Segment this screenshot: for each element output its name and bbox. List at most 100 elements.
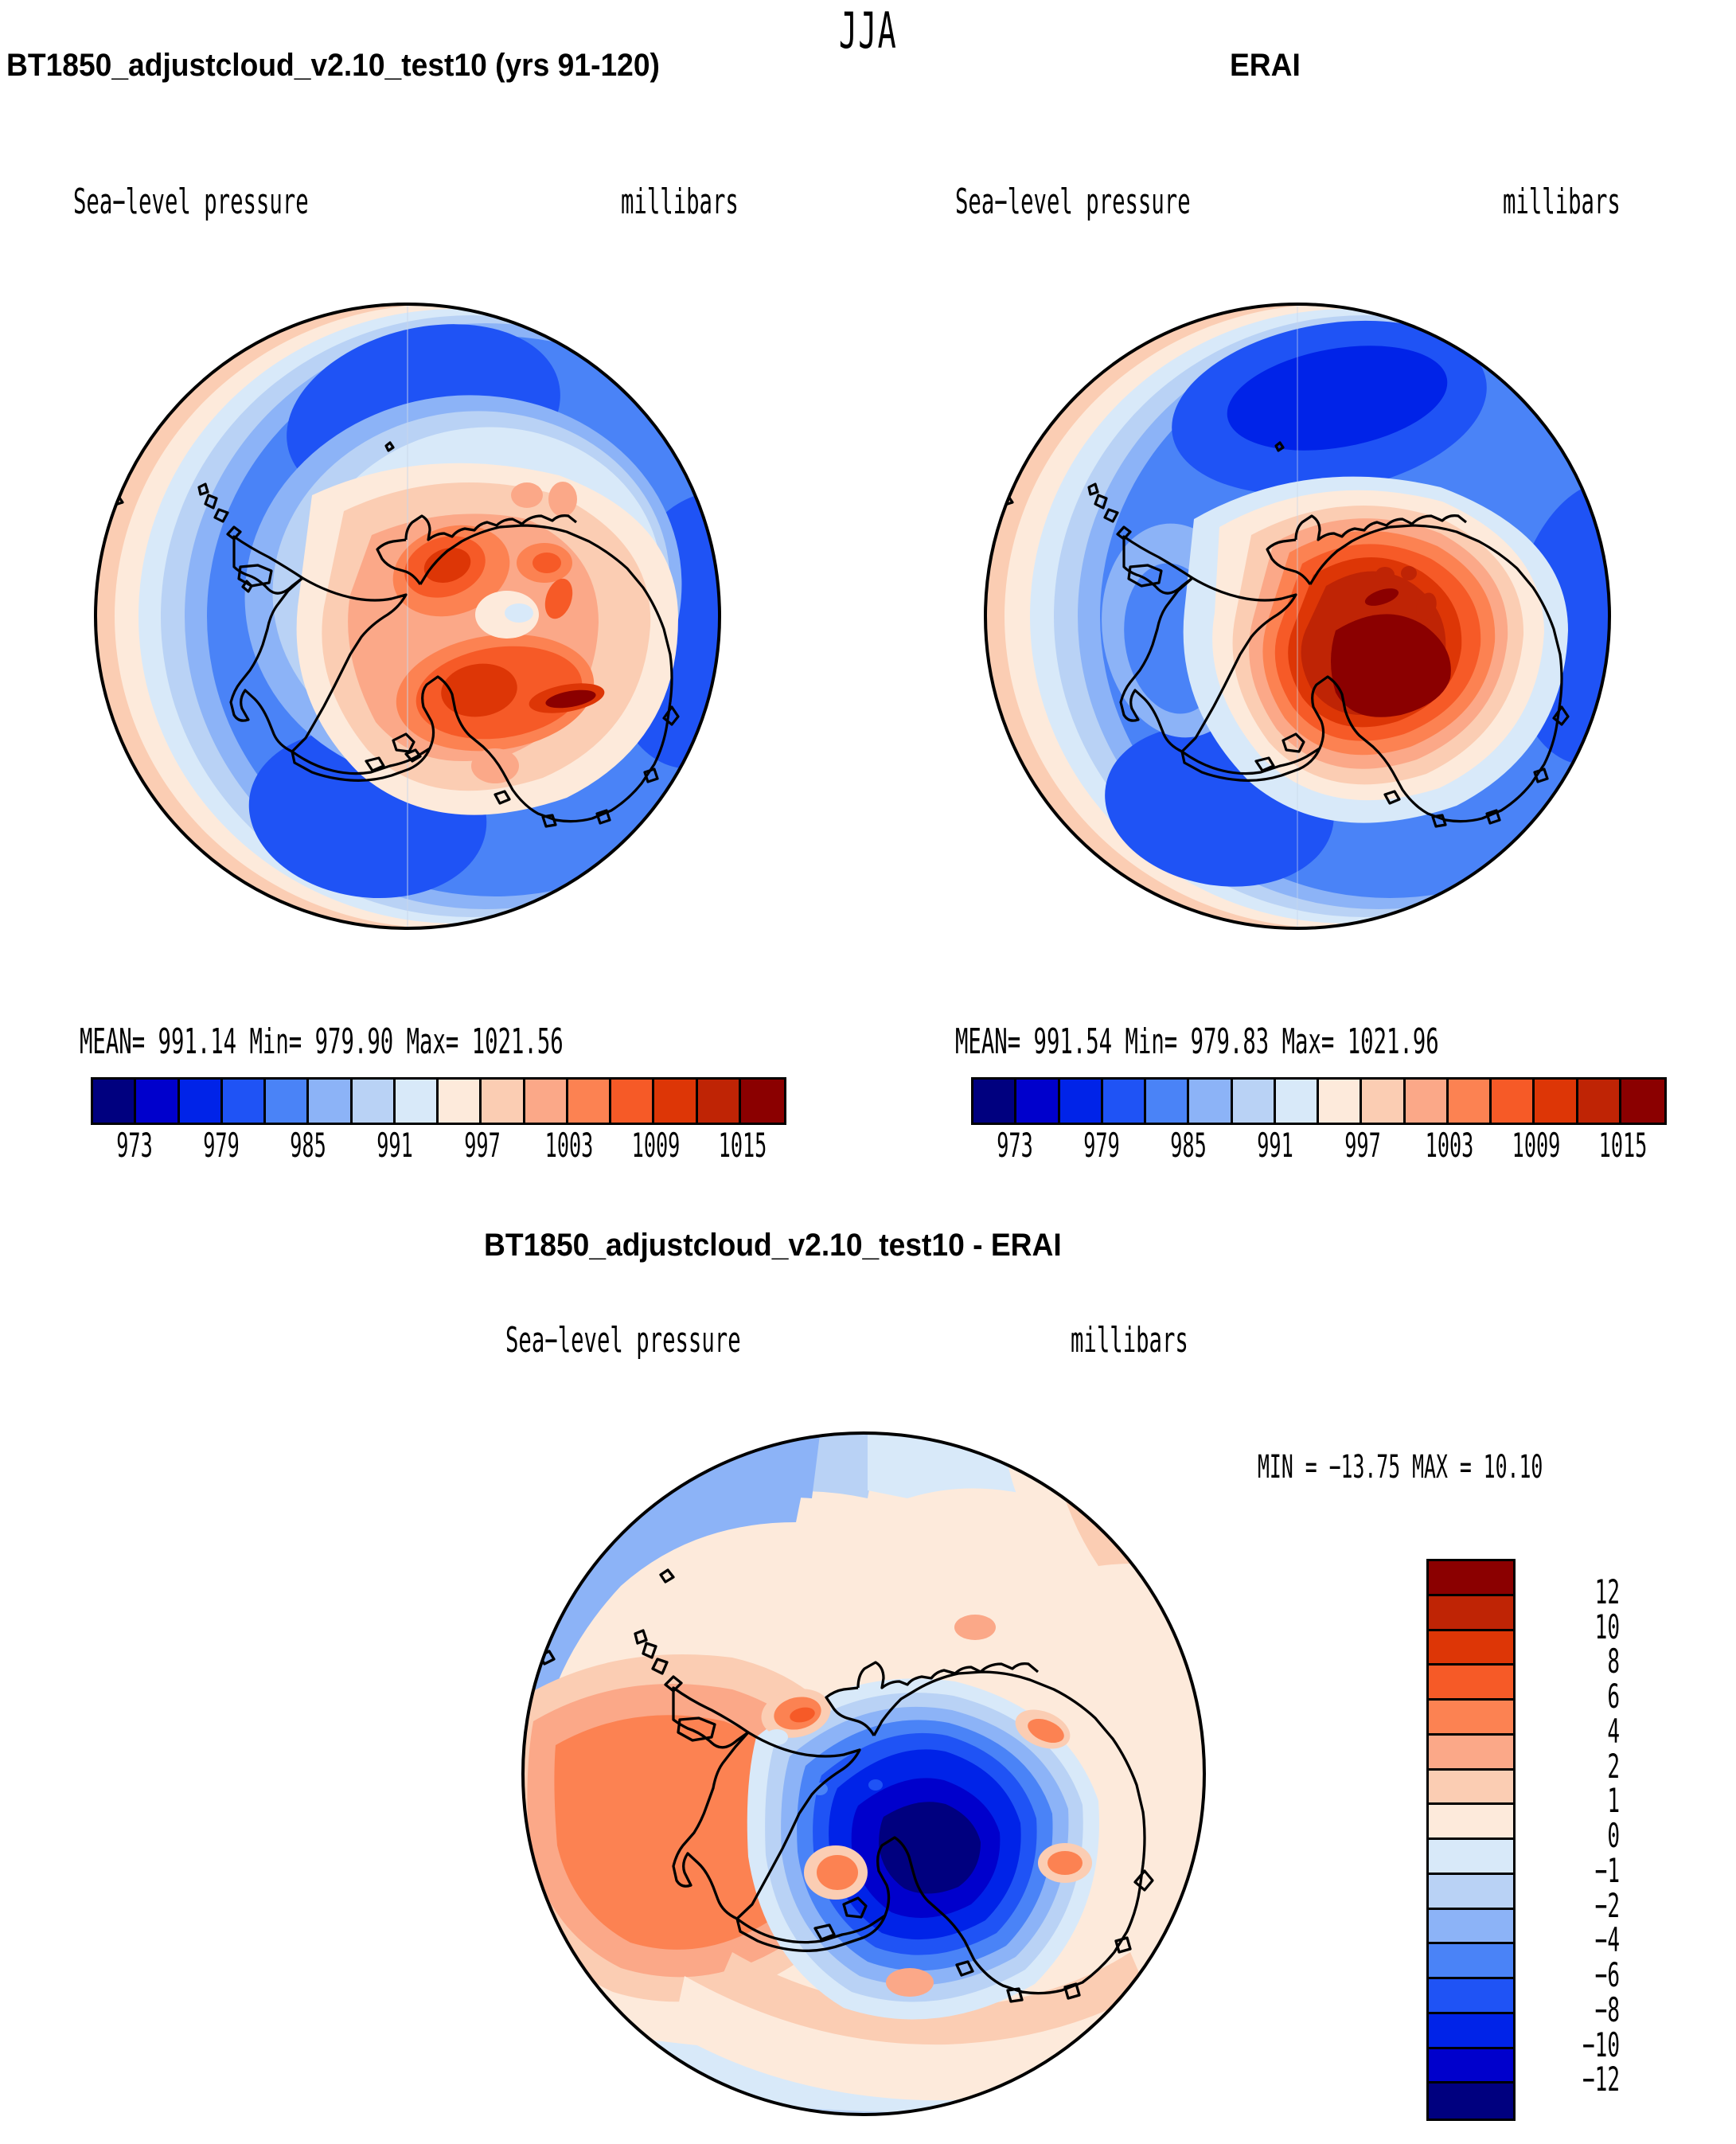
colorbar-tick-label: −8	[1594, 1990, 1620, 2029]
colorbar-cell	[568, 1080, 611, 1123]
colorbar-tick-label: −4	[1594, 1920, 1620, 1960]
colorbar-cell	[1232, 1080, 1276, 1123]
colorbar-tick-label: 0	[1607, 1816, 1620, 1855]
colorbar-cell	[740, 1080, 784, 1123]
colorbar-tick-label: 8	[1607, 1642, 1620, 1681]
obs-stats: MEAN= 991.54 Min= 979.83 Max= 1021.96	[955, 1021, 1439, 1062]
colorbar-cell	[697, 1080, 741, 1123]
colorbar-cell	[482, 1080, 525, 1123]
colorbar-tick-label: −12	[1582, 2060, 1620, 2099]
colorbar-cell	[1429, 1770, 1513, 1806]
colorbar-tick-label: 997	[463, 1126, 501, 1165]
colorbar-tick-label: −1	[1594, 1850, 1620, 1890]
colorbar-cell	[525, 1080, 568, 1123]
colorbar-cell	[1429, 1666, 1513, 1701]
colorbar-tick-label: 997	[1344, 1126, 1381, 1165]
colorbar-cell	[1405, 1080, 1449, 1123]
colorbar-cell	[439, 1080, 482, 1123]
colorbar-tick-label: 979	[1083, 1126, 1120, 1165]
colorbar-cell	[1429, 1735, 1513, 1771]
colorbar-cell	[1429, 1701, 1513, 1736]
colorbar-cell	[1535, 1080, 1578, 1123]
diff-minmax: MIN = −13.75 MAX = 10.10	[1258, 1449, 1543, 1486]
colorbar-tick-label: 973	[996, 1126, 1033, 1165]
colorbar-tick-label: 4	[1607, 1711, 1620, 1751]
colorbar-cell	[1146, 1080, 1190, 1123]
colorbar-cell	[1429, 2013, 1513, 2049]
diff-polar-map	[521, 1431, 1206, 2116]
diff-panel-title: BT1850_adjustcloud_v2.10_test10 - ERAI	[484, 1228, 1062, 1263]
colorbar-tick-label: 1	[1607, 1781, 1620, 1821]
colorbar-cell	[1429, 1840, 1513, 1875]
colorbar-tick-label: 985	[1170, 1126, 1207, 1165]
colorbar-cell	[1429, 1805, 1513, 1840]
colorbar-cell	[309, 1080, 353, 1123]
obs-panel-title: ERAI	[1230, 48, 1301, 83]
colorbar-tick-label: 1003	[1425, 1126, 1474, 1165]
colorbar-cell	[395, 1080, 439, 1123]
colorbar-tick-label: 6	[1607, 1677, 1620, 1716]
obs-variable-label: Sea−level pressure	[955, 182, 1191, 222]
colorbar-cell	[1621, 1080, 1664, 1123]
colorbar-cell	[1429, 1979, 1513, 2014]
colorbar-tick-label: 985	[290, 1126, 326, 1165]
colorbar-cell	[266, 1080, 310, 1123]
model-units-label: millibars	[621, 182, 739, 222]
colorbar-tick-label: 12	[1594, 1572, 1620, 1611]
colorbar-cell	[1429, 1909, 1513, 1945]
colorbar-tick-label: 1009	[1512, 1126, 1561, 1165]
colorbar-cell	[973, 1080, 1017, 1123]
colorbar-cell	[654, 1080, 698, 1123]
obs-units-label: millibars	[1503, 182, 1621, 222]
colorbar-cell	[1429, 1595, 1513, 1631]
colorbar-tick-label: −6	[1594, 1955, 1620, 1994]
colorbar-tick-label: 1015	[719, 1126, 767, 1165]
colorbar-tick-label: −10	[1582, 2025, 1620, 2064]
model-variable-label: Sea−level pressure	[73, 182, 309, 222]
diff-colorbar	[1426, 1559, 1516, 2121]
colorbar-cell	[1189, 1080, 1233, 1123]
colorbar-tick-label: 991	[1257, 1126, 1294, 1165]
colorbar-tick-label: 991	[376, 1126, 414, 1165]
colorbar-cell	[352, 1080, 396, 1123]
obs-colorbar-ticks: 973 979 985 991 997 1003 1009 1015	[971, 1126, 1662, 1174]
diff-units-label: millibars	[1071, 1320, 1188, 1361]
colorbar-cell	[1492, 1080, 1535, 1123]
obs-polar-map	[984, 303, 1611, 930]
colorbar-cell	[1059, 1080, 1103, 1123]
model-colorbar	[91, 1077, 786, 1125]
colorbar-cell	[1429, 1561, 1513, 1596]
colorbar-cell	[1016, 1080, 1060, 1123]
colorbar-tick-label: 10	[1594, 1607, 1620, 1646]
colorbar-cell	[1275, 1080, 1319, 1123]
diff-colorbar-ticks: 12 10 8 6 4 2 1 0 −1 −2 −4 −6 −8 −10 −12	[1516, 1559, 1660, 2116]
colorbar-cell	[1429, 1944, 1513, 1979]
model-stats: MEAN= 991.14 Min= 979.90 Max= 1021.56	[80, 1021, 564, 1062]
colorbar-cell	[93, 1080, 137, 1123]
model-panel-title: BT1850_adjustcloud_v2.10_test10 (yrs 91-…	[6, 48, 660, 83]
colorbar-tick-label: 1003	[544, 1126, 594, 1165]
model-polar-map	[94, 303, 721, 930]
colorbar-cell	[1429, 2048, 1513, 2084]
obs-colorbar	[971, 1077, 1667, 1125]
colorbar-tick-label: 979	[203, 1126, 240, 1165]
colorbar-tick-label: 1015	[1599, 1126, 1648, 1165]
colorbar-cell	[136, 1080, 180, 1123]
colorbar-tick-label: 1009	[631, 1126, 681, 1165]
colorbar-tick-label: 973	[115, 1126, 153, 1165]
colorbar-cell	[1102, 1080, 1146, 1123]
season-title: JJA	[838, 2, 898, 60]
colorbar-cell	[1578, 1080, 1621, 1123]
colorbar-cell	[1362, 1080, 1406, 1123]
colorbar-cell	[611, 1080, 655, 1123]
model-colorbar-ticks: 973 979 985 991 997 1003 1009 1015	[91, 1126, 782, 1174]
colorbar-cell	[1319, 1080, 1363, 1123]
colorbar-cell	[179, 1080, 223, 1123]
diff-variable-label: Sea−level pressure	[505, 1320, 741, 1361]
colorbar-cell	[1429, 2083, 1513, 2119]
colorbar-tick-label: −2	[1594, 1885, 1620, 1925]
colorbar-tick-label: 2	[1607, 1746, 1620, 1786]
colorbar-cell	[222, 1080, 266, 1123]
colorbar-cell	[1448, 1080, 1492, 1123]
